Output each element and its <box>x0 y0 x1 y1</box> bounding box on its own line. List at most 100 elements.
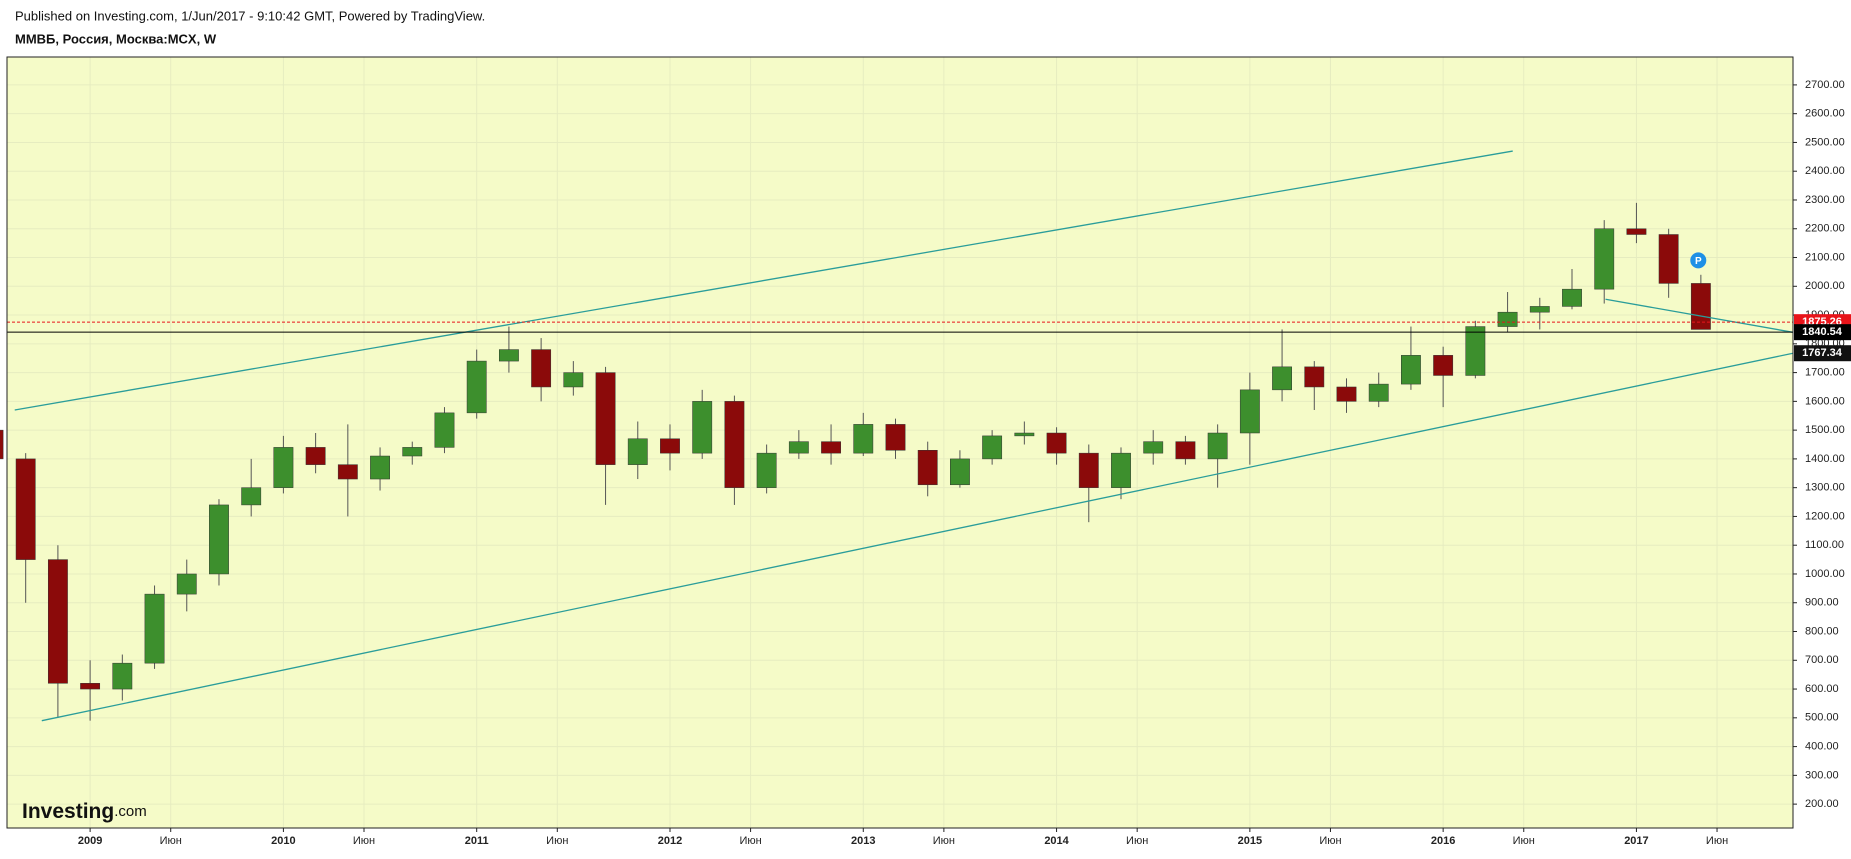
candle-body <box>1626 228 1647 235</box>
candle-body <box>660 438 680 454</box>
symbol-title: ММВБ, Россия, Москва:MCX, W <box>15 31 217 46</box>
x-tick-label: 2015 <box>1238 835 1262 847</box>
y-tick-label: 2500.00 <box>1805 136 1845 148</box>
candle-body <box>1562 288 1582 307</box>
candle-body <box>950 458 970 486</box>
candle-body <box>1272 366 1292 391</box>
y-tick-label: 1500.00 <box>1805 424 1845 436</box>
candle-body <box>627 438 648 465</box>
y-tick-label: 1200.00 <box>1805 510 1845 522</box>
y-tick-label: 200.00 <box>1805 798 1839 810</box>
candle-body <box>209 504 229 575</box>
candle-body <box>917 450 938 486</box>
y-tick-label: 2600.00 <box>1805 108 1845 120</box>
candle-body <box>1111 452 1131 488</box>
candle-body <box>982 435 1003 460</box>
candle-body <box>176 573 197 595</box>
logo: Investing.com <box>22 800 147 823</box>
y-tick-label: 800.00 <box>1805 625 1839 637</box>
candle-body <box>466 360 487 414</box>
x-tick-label: Июн <box>546 835 568 847</box>
y-tick-label: 1100.00 <box>1805 539 1844 551</box>
x-tick-label: 2011 <box>465 835 489 847</box>
x-tick-label: Июн <box>933 835 955 847</box>
y-tick-label: 300.00 <box>1805 769 1839 781</box>
candle-body <box>402 447 423 457</box>
trendline <box>41 352 1794 722</box>
logo-suffix: .com <box>114 803 147 820</box>
event-marker <box>1690 252 1707 269</box>
candle-body <box>80 683 101 690</box>
x-tick-label: 2010 <box>271 835 295 847</box>
candle-body <box>692 401 713 454</box>
y-tick-label: 400.00 <box>1805 740 1839 752</box>
candle-body <box>305 447 326 465</box>
y-tick-label: 2200.00 <box>1805 223 1845 235</box>
candle-body <box>1368 383 1389 402</box>
candle-body <box>112 662 133 690</box>
x-tick-label: 2017 <box>1624 835 1648 847</box>
candle-body <box>563 372 584 388</box>
candle-body <box>15 458 36 560</box>
candle-body <box>1497 311 1518 327</box>
candle-body <box>1207 432 1228 460</box>
x-tick-label: 2012 <box>658 835 682 847</box>
candle-body <box>1336 386 1357 402</box>
y-tick-label: 2300.00 <box>1805 194 1845 206</box>
y-tick-label: 2700.00 <box>1805 79 1845 91</box>
y-tick-label: 2000.00 <box>1805 280 1845 292</box>
candle-body <box>756 452 777 488</box>
candle-body <box>1304 366 1325 388</box>
y-tick-label: 700.00 <box>1805 654 1839 666</box>
price-label: 1840.54 <box>1802 326 1843 338</box>
marks <box>0 150 1794 722</box>
event-marker-label: P <box>1695 256 1702 267</box>
logo-name-text: Investing <box>22 800 114 823</box>
x-tick-label: Июн <box>1319 835 1341 847</box>
x-tick-label: 2014 <box>1044 835 1069 847</box>
y-tick-label: 1300.00 <box>1805 482 1845 494</box>
candle-body <box>821 441 841 454</box>
candle-body <box>1433 355 1454 376</box>
candle-body <box>498 349 519 362</box>
trendline-price-box <box>1794 345 1851 362</box>
x-tick-label: 2009 <box>78 835 102 847</box>
candle-body <box>1143 441 1164 454</box>
candle-body <box>1594 228 1615 290</box>
trendline <box>14 150 1513 411</box>
y-tick-label: 1700.00 <box>1805 366 1845 378</box>
candle-body <box>0 429 4 460</box>
trendline-price-label: 1767.34 <box>1802 347 1843 359</box>
candle-body <box>1465 326 1486 376</box>
x-tick-label: Июн <box>739 835 761 847</box>
y-tick-label: 600.00 <box>1805 683 1839 695</box>
y-tick-label: 1600.00 <box>1805 395 1845 407</box>
candle-body <box>370 455 390 480</box>
candle-body <box>885 424 906 451</box>
logo-name: Investing.com <box>22 800 147 823</box>
candle-body <box>853 424 874 454</box>
labels: 200.00 300.00 400.00 500.00 600.00 700.00 800.… <box>78 79 1851 847</box>
candle-body <box>144 593 165 664</box>
y-tick-label: 1400.00 <box>1805 453 1845 465</box>
y-tick-label: 500.00 <box>1805 712 1839 724</box>
candle-body <box>434 412 455 448</box>
x-tick-label: Июн <box>160 835 182 847</box>
candle-body <box>595 372 616 465</box>
candle-body <box>531 349 552 388</box>
candle-body <box>1046 432 1067 454</box>
candle-body <box>1078 452 1099 488</box>
candle-body <box>1690 283 1711 330</box>
grid <box>7 57 1793 828</box>
candle-body <box>1529 306 1550 313</box>
candle-body <box>1401 355 1421 385</box>
y-tick-label: 1000.00 <box>1805 568 1845 580</box>
x-tick-label: 2016 <box>1431 835 1455 847</box>
x-tick-label: Июн <box>1706 835 1728 847</box>
candle-body <box>241 487 262 506</box>
candle-body <box>1239 389 1260 434</box>
trendline <box>1605 298 1794 333</box>
candle-body <box>1014 432 1035 437</box>
